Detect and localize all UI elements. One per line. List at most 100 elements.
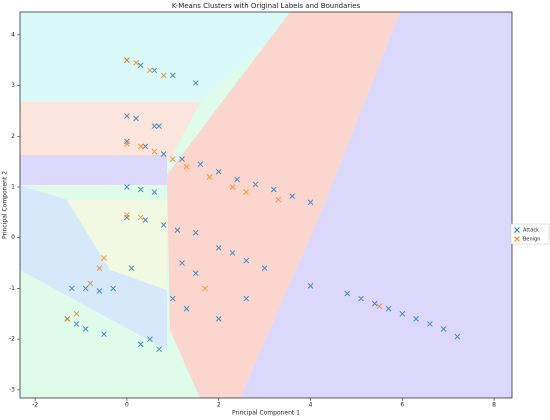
point <box>169 295 176 302</box>
legend: Attack Benign <box>510 223 550 245</box>
point <box>133 59 139 66</box>
point <box>183 305 190 312</box>
decision-regions <box>20 12 512 398</box>
legend-box <box>510 223 550 245</box>
point <box>124 141 130 147</box>
point <box>142 143 149 150</box>
point <box>69 285 75 292</box>
point <box>183 163 190 170</box>
y-axis-label: Principal Component 2 <box>2 171 9 239</box>
y-tick-label: 0 <box>11 234 15 241</box>
x-tick-label: 2 <box>217 402 221 409</box>
point <box>215 316 222 322</box>
y-tick-label: 4 <box>11 31 15 38</box>
point <box>101 331 107 337</box>
point <box>229 250 236 256</box>
point <box>243 189 250 195</box>
point <box>151 148 158 155</box>
point <box>124 57 130 64</box>
point <box>96 265 103 272</box>
y-tick-label: -2 <box>9 336 15 343</box>
legend-label: Attack <box>523 228 539 234</box>
point <box>275 196 282 203</box>
region <box>167 12 400 398</box>
point <box>344 290 351 297</box>
point <box>133 115 139 122</box>
point <box>147 336 153 343</box>
point <box>202 285 208 292</box>
point <box>137 62 144 69</box>
point <box>215 245 222 251</box>
point <box>124 138 130 145</box>
point <box>307 199 314 206</box>
chart-title: K-Means Clusters with Original Labels an… <box>172 2 361 10</box>
point <box>215 168 222 175</box>
point <box>454 333 461 340</box>
point <box>151 123 158 129</box>
point <box>124 212 130 218</box>
point <box>156 123 162 129</box>
point <box>96 288 103 294</box>
point <box>137 214 144 221</box>
point <box>261 265 268 272</box>
point <box>82 285 89 292</box>
point <box>192 270 199 277</box>
point <box>73 310 80 317</box>
point <box>426 321 433 327</box>
y-tick-label: -3 <box>9 386 15 393</box>
y-tick-label: 1 <box>11 183 15 190</box>
point <box>192 80 199 86</box>
point <box>124 184 130 190</box>
point <box>174 227 181 233</box>
point <box>64 316 71 322</box>
point <box>413 316 419 322</box>
point <box>128 265 135 272</box>
point <box>137 341 144 348</box>
point <box>160 222 167 228</box>
point <box>192 229 199 236</box>
point <box>160 72 167 79</box>
point <box>137 143 144 150</box>
point <box>243 295 250 302</box>
point <box>179 260 185 266</box>
point <box>169 72 176 79</box>
x-tick-label: 6 <box>400 402 404 409</box>
point <box>142 217 149 223</box>
point <box>179 156 185 162</box>
region <box>240 12 512 398</box>
region <box>20 12 300 102</box>
point <box>147 67 153 74</box>
point <box>399 310 406 317</box>
point <box>385 305 392 312</box>
y-tick-label: 2 <box>11 133 15 140</box>
point <box>124 113 130 119</box>
y-tick-label: -1 <box>9 285 15 292</box>
point <box>197 161 204 168</box>
point <box>110 285 117 292</box>
point <box>252 181 259 188</box>
point <box>270 186 277 193</box>
x-tick-label: 0 <box>125 402 129 409</box>
point <box>358 295 364 302</box>
region <box>67 200 167 290</box>
y-tick-label: 3 <box>11 82 15 89</box>
point <box>289 193 296 199</box>
point <box>82 326 89 332</box>
point <box>101 255 107 261</box>
point <box>206 173 213 180</box>
point <box>160 151 167 157</box>
point <box>169 156 176 162</box>
x-axis-label: Principal Component 1 <box>232 410 300 417</box>
point <box>440 326 447 332</box>
legend-label: Benign <box>523 237 540 243</box>
x-tick-label: -2 <box>32 402 38 409</box>
x-tick-label: 8 <box>492 402 496 409</box>
point <box>376 303 383 310</box>
point <box>234 176 240 183</box>
legend-marker <box>514 227 520 233</box>
point <box>124 214 130 221</box>
region <box>20 102 200 160</box>
x-tick-label: 4 <box>309 402 313 409</box>
point <box>151 189 158 195</box>
